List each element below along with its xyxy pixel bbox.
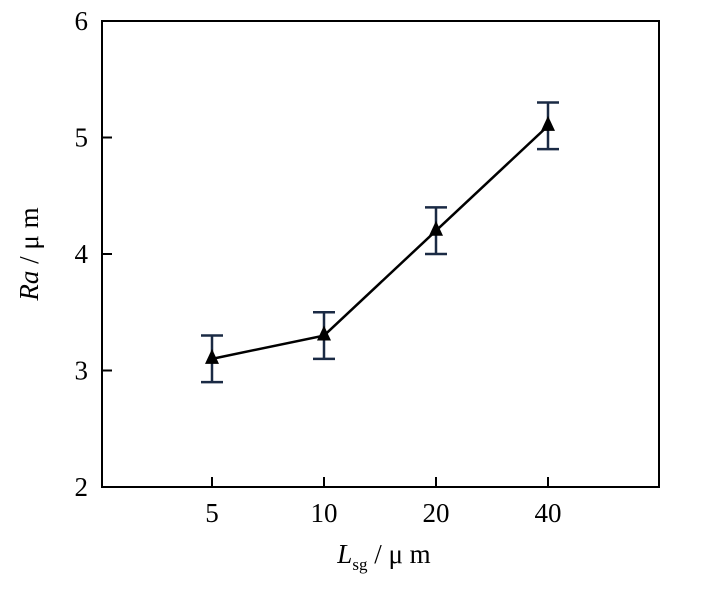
series-line bbox=[211, 124, 549, 361]
y-tick-label: 2 bbox=[75, 472, 89, 502]
y-axis-label-unit: / μ m bbox=[14, 207, 44, 270]
x-tick-label: 10 bbox=[311, 498, 338, 528]
data-point bbox=[429, 220, 443, 236]
y-tick-label: 4 bbox=[75, 239, 89, 269]
x-tick-label: 20 bbox=[423, 498, 450, 528]
data-point bbox=[205, 348, 219, 364]
x-axis-label-main: L bbox=[336, 539, 352, 569]
y-tick-label: 3 bbox=[75, 356, 89, 386]
y-axis-label-main: Ra bbox=[14, 271, 44, 302]
y-tick-label: 6 bbox=[75, 6, 89, 36]
x-axis-label-unit: / μ m bbox=[367, 539, 430, 569]
y-axis-label: Ra / μ m bbox=[14, 207, 44, 301]
y-axis: 2 3 4 5 6 bbox=[75, 6, 112, 502]
x-tick-label: 5 bbox=[205, 498, 219, 528]
series-layer bbox=[201, 101, 559, 384]
x-axis-label-sub: sg bbox=[352, 555, 368, 574]
data-point bbox=[317, 325, 331, 341]
y-tick-label: 5 bbox=[75, 123, 89, 153]
x-axis-label: Lsg / μ m bbox=[336, 539, 430, 574]
data-point bbox=[541, 115, 555, 131]
x-tick-label: 40 bbox=[535, 498, 562, 528]
plot-frame bbox=[101, 20, 660, 488]
x-axis: 5 10 20 40 bbox=[205, 477, 562, 528]
